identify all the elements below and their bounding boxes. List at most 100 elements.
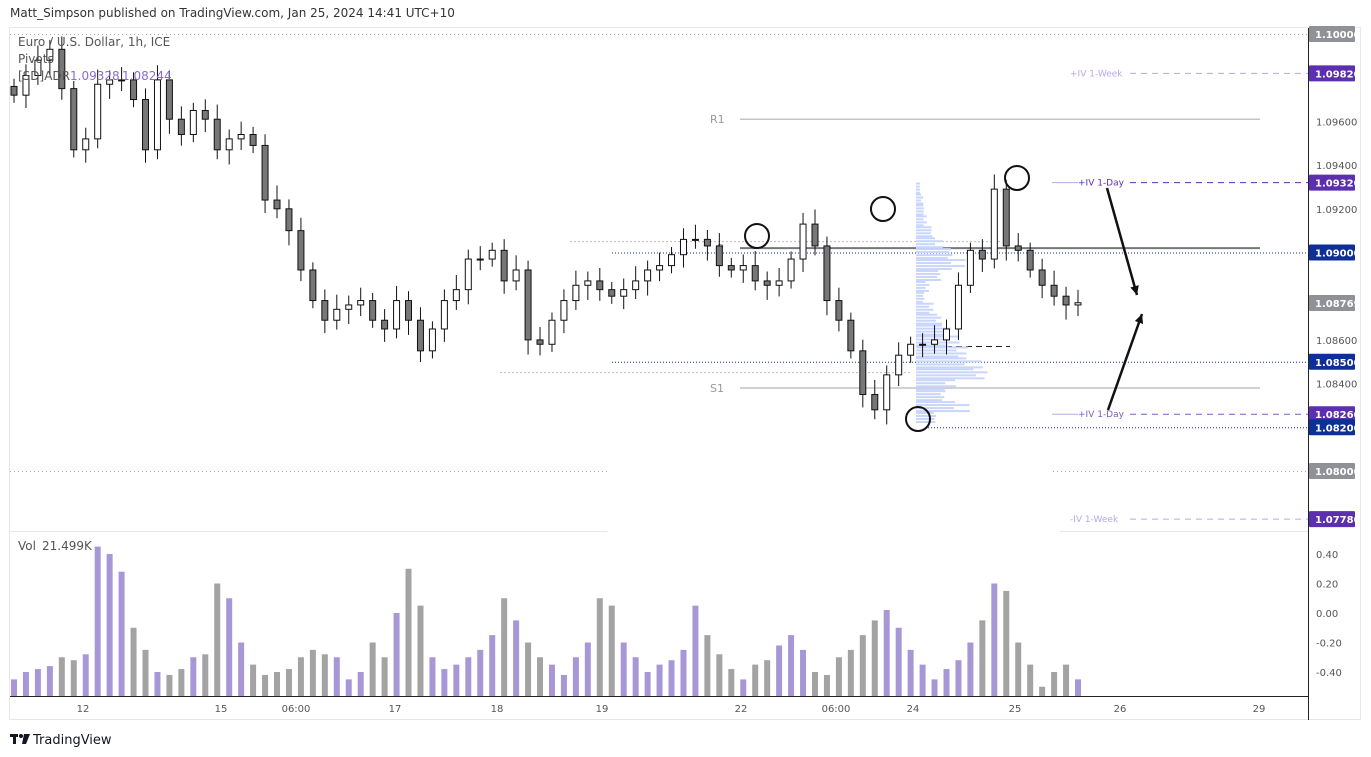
volume-profile-bar — [916, 246, 943, 249]
level-lines: R1PS1+IV 1-Week+IV 1-Day+IV 1-Day-IV 1-W… — [10, 34, 1308, 525]
volume-axis: 0.40 0.20 0.00 -0.20 -0.40 — [1316, 550, 1342, 679]
volume-profile-bar — [916, 237, 935, 240]
candle — [799, 212, 807, 272]
volume-bar — [238, 642, 245, 696]
volume-bar — [154, 672, 161, 696]
volume-bar — [393, 613, 400, 696]
volume-tick: 0.40 — [1316, 550, 1338, 561]
volume-profile-bar — [916, 379, 956, 382]
published-header: Matt_Simpson published on TradingView.co… — [10, 6, 455, 20]
candle — [895, 342, 903, 387]
volume-bar — [285, 669, 292, 696]
time-tick: 29 — [1253, 704, 1266, 715]
volume-profile-bar — [916, 399, 942, 402]
volume-profile-bar — [916, 188, 920, 191]
candle — [1050, 270, 1058, 306]
candle-body — [871, 394, 879, 411]
candle — [345, 295, 353, 324]
volume-profile-bar — [916, 330, 943, 333]
volume-bar — [752, 664, 759, 696]
volume-bar — [309, 649, 316, 696]
volume-profile-bar — [916, 302, 934, 305]
price-badge-label: 1.09320 — [1315, 179, 1361, 190]
candle — [847, 312, 855, 359]
candle — [393, 285, 401, 339]
volume-indicator-label[interactable]: Vol — [18, 539, 36, 553]
volume-bar — [1003, 590, 1010, 696]
price-tick: 1.08400 — [1316, 380, 1357, 391]
price-badge-label: 1.10000 — [1315, 30, 1361, 41]
volume-profile-bar — [916, 215, 927, 218]
volume-bar — [94, 546, 101, 696]
volume-bar — [800, 649, 807, 696]
volume-bar — [716, 654, 723, 696]
candle — [727, 257, 735, 278]
volume-bar — [333, 657, 340, 696]
adr-high-value: 1.09328 — [70, 69, 120, 83]
candle-body — [942, 328, 950, 341]
symbol-title[interactable]: Euro / U.S. Dollar, 1h, ICE — [18, 35, 170, 49]
candle — [691, 224, 699, 249]
candle — [512, 255, 520, 291]
volume-profile — [916, 182, 988, 424]
volume-profile-bar — [916, 368, 974, 371]
pivots-indicator-label[interactable]: Pivots — [18, 52, 54, 66]
iv-level-label: +IV 1-Day — [1078, 410, 1125, 420]
volume-tick: 0.00 — [1316, 609, 1338, 620]
candle — [1014, 233, 1022, 262]
candle-body — [333, 308, 341, 321]
candle — [249, 126, 257, 154]
price-badge: 1.08200 — [1309, 419, 1361, 436]
volume-bar — [405, 568, 412, 696]
volume-profile-bar — [916, 297, 925, 300]
time-tick: 06:00 — [282, 704, 311, 715]
volume-bar — [166, 674, 173, 696]
adr-indicator-label[interactable]: [SD]ADR — [18, 69, 70, 83]
volume-profile-bar — [916, 418, 935, 421]
candle-body — [1062, 295, 1070, 306]
volume-bar — [991, 583, 998, 696]
volume-profile-bar — [916, 259, 966, 262]
time-tick: 17 — [389, 704, 402, 715]
candle-body — [213, 118, 221, 151]
candle — [715, 233, 723, 277]
volume-profile-bar — [916, 226, 932, 229]
tradingview-logo[interactable]: TradingView — [10, 733, 112, 748]
candle-body — [464, 258, 472, 291]
volume-profile-bar — [916, 286, 926, 289]
volume-bar — [513, 620, 520, 696]
volume-profile-bar — [916, 294, 924, 297]
candle-body — [237, 134, 245, 140]
volume-bar — [704, 635, 711, 696]
volume-bar — [788, 635, 795, 696]
candle — [787, 251, 795, 289]
volume-bar — [274, 672, 281, 696]
volume-profile-bar — [916, 229, 932, 232]
volume-bar — [525, 642, 532, 696]
candle-body — [10, 85, 18, 96]
candle — [1002, 179, 1010, 261]
volume-profile-bar — [916, 280, 926, 283]
candle — [668, 247, 676, 274]
volume-profile-bar — [916, 262, 951, 265]
volume-bar — [250, 664, 257, 696]
candle-body — [1026, 249, 1034, 271]
candle — [381, 309, 389, 342]
volume-bar — [1075, 679, 1081, 696]
volume-profile-bar — [916, 207, 924, 210]
volume-bar — [847, 649, 854, 696]
candle-body — [357, 300, 365, 306]
volume-bar — [584, 642, 591, 696]
candle — [321, 289, 329, 334]
time-tick: 18 — [491, 704, 504, 715]
volume-bar — [441, 669, 448, 696]
candle — [225, 129, 233, 165]
candle — [644, 260, 652, 296]
candle-body — [428, 328, 436, 352]
volume-bar — [560, 674, 567, 696]
volume-profile-bar — [916, 407, 955, 410]
volume-profile-bar — [916, 344, 949, 347]
candle — [165, 70, 173, 134]
volume-bar — [34, 669, 41, 696]
